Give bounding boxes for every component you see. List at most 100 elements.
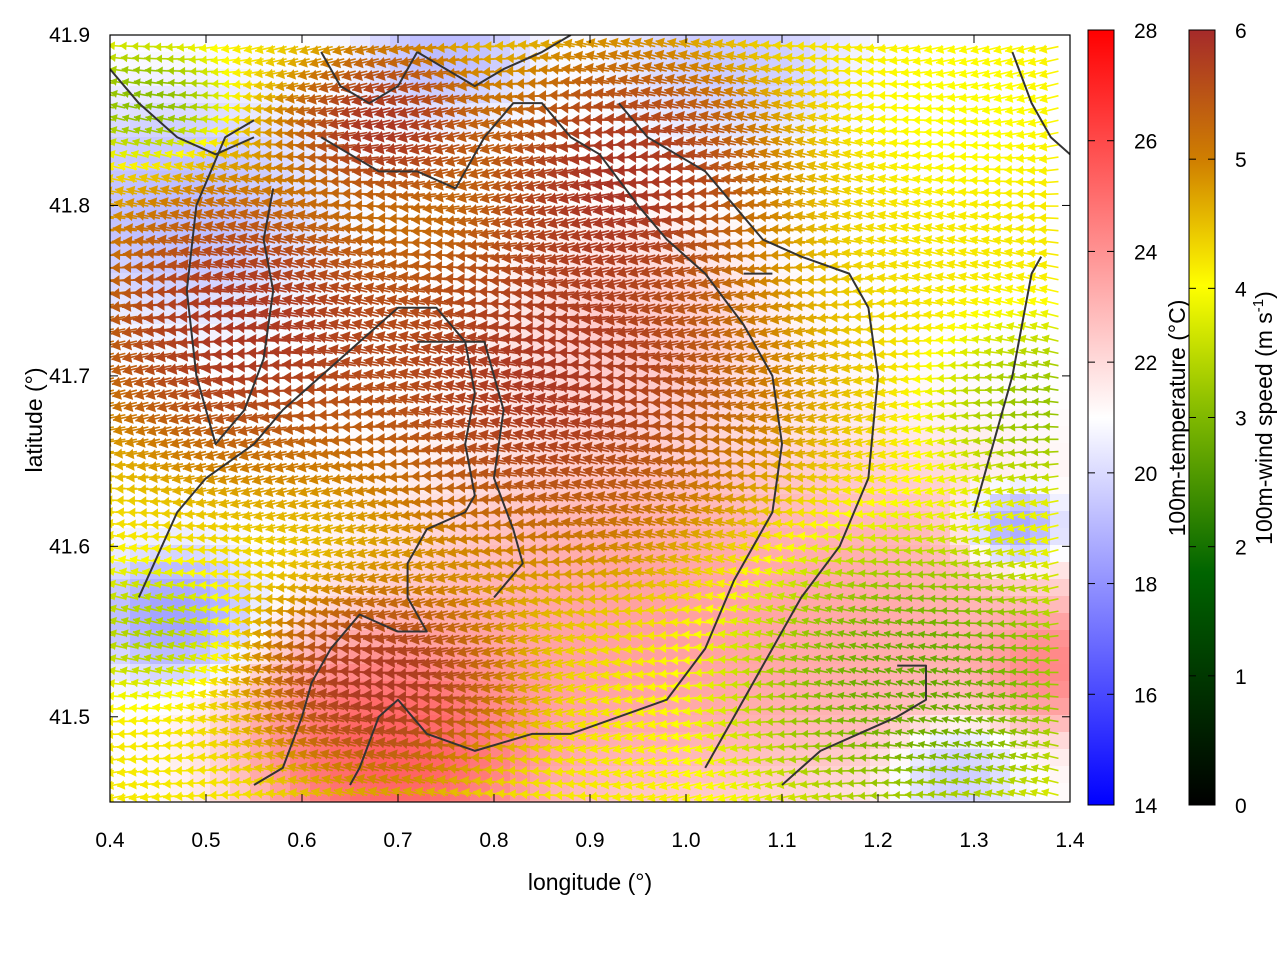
temperature-cell [450,800,471,802]
temperature-cell [830,664,851,682]
temperature-cell [1050,324,1070,342]
wind-arrow-head [96,567,104,576]
temperature-cell [610,800,631,802]
wind-arrow-head [95,692,102,701]
temperature-cell [150,273,171,291]
wind-arrow-head [90,237,98,248]
temperature-cell [150,800,171,802]
temperature-cell [1050,171,1070,189]
wind-arrow-head [110,716,114,727]
temperature-cell [890,562,911,580]
wind-arrow-head [93,483,101,493]
temperature-cell [250,137,271,155]
temperature-cell [330,800,351,802]
wind-arrow-head [89,364,99,375]
temperature-cell [670,800,691,802]
temperature-cell [230,800,251,802]
wind-arrow-head [96,667,103,676]
temperature-cell [110,732,131,750]
temperature-cell [810,800,831,802]
wind-arrow-head [97,138,105,147]
temperature-cell [910,783,931,801]
temperature-cell [370,800,391,802]
wind-arrow-head [94,793,102,802]
wind-arrow-head [94,730,102,740]
temperature-cell [770,749,791,767]
temperature-cell [170,579,191,597]
temperature-cell [170,460,191,478]
temperature-cell [110,800,131,802]
temperature-cell [110,715,131,733]
temperature-cell [1050,256,1070,274]
wind-arrow-head [92,448,100,458]
wind-arrow-head [96,580,104,589]
temperature-cell [950,732,971,750]
wind-arrow-head [100,340,110,351]
temperature-cell [990,613,1011,631]
wind-arrow-head [95,555,103,564]
wind-arrow-head [93,495,101,505]
temperature-cell [910,800,931,802]
temperature-cell [930,392,951,410]
temperature-cell [1050,273,1070,291]
temperature-cell [170,664,191,682]
temperature-cell [150,698,171,716]
temperature-cell [830,800,851,802]
temperature-cell [1050,341,1070,359]
temperature-cell [990,647,1011,665]
wind-arrow-head [89,302,98,313]
temperature-cell [970,392,991,410]
temperature-cell [1030,358,1051,376]
temperature-cell [590,800,611,802]
wind-arrow-head [110,374,111,376]
wind-arrow-head [89,327,99,338]
temperature-cell [1050,562,1070,580]
temperature-cell [270,800,291,802]
temperature-cell [710,800,731,802]
wind-arrow-head [110,483,112,494]
temperature-cell [970,358,991,376]
temperature-cell [1050,494,1070,512]
wind-arrow-head [98,126,105,134]
temperature-cell [630,800,651,802]
wind-arrow-head [91,436,100,446]
wind-arrow-head [98,617,106,625]
wind-arrow-head [110,729,114,740]
temperature-cell [1050,409,1070,427]
wind-arrow-head [94,717,102,727]
temperature-cell [210,800,231,802]
temperature-cell [210,86,231,104]
temperature-cell [1010,409,1031,427]
temperature-cell [990,800,1011,802]
temperature-cell [870,647,891,665]
wind-arrow-head [99,90,106,98]
temperature-cell [950,647,971,665]
temperature-cell [970,800,991,802]
temperature-cell [910,290,931,308]
temperature-cell [890,579,911,597]
temperature-cell [910,341,931,359]
wind-arrow-head [110,507,113,517]
wind-arrow-head [94,519,102,529]
temperature-cell [1050,426,1070,444]
temperature-cell [510,800,531,802]
temperature-cell [1050,460,1070,478]
temperature-cell [150,290,171,308]
temperature-cell [470,800,491,802]
temperature-cell [1050,103,1070,121]
temperature-cell [810,766,831,784]
temperature-cell [1050,800,1070,802]
temperature-cell [830,647,851,665]
temperature-cell [1050,630,1070,648]
temperature-cell [250,205,271,223]
wind-arrow-head [94,743,102,752]
wind-arrow-head [98,629,105,637]
temperature-cell [910,120,931,138]
temperature-cell [230,579,251,597]
wind-arrow-head [90,389,99,400]
wind-arrow-head [98,65,105,73]
temperature-cell [530,800,551,802]
temperature-cell [130,120,151,138]
wind-arrow-head [94,781,102,790]
wind-arrow-head [94,755,102,764]
